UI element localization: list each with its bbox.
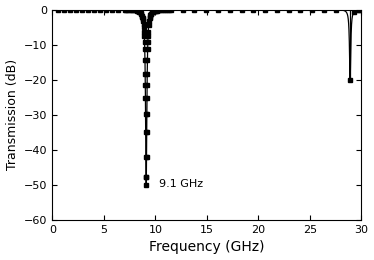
Y-axis label: Transmission (dB): Transmission (dB) — [6, 59, 19, 170]
X-axis label: Frequency (GHz): Frequency (GHz) — [149, 240, 265, 255]
Text: 9.1 GHz: 9.1 GHz — [159, 179, 203, 189]
